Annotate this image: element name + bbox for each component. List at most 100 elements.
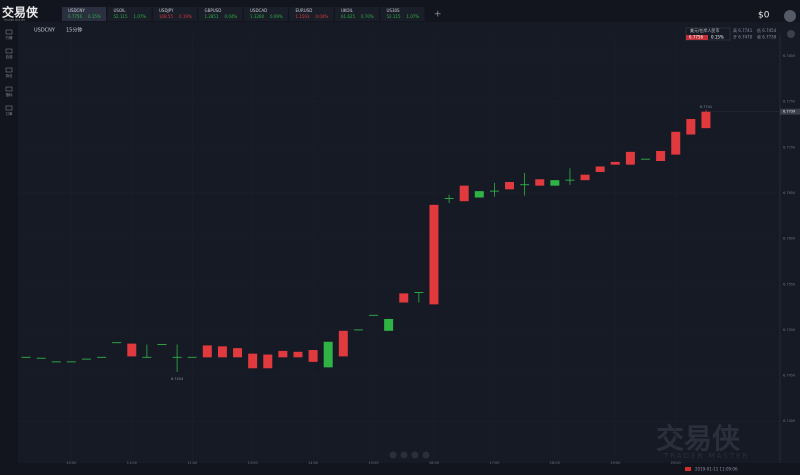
tab-change: 0.04% [316, 14, 329, 19]
x-tick-label: 19:00 [610, 461, 620, 465]
candle-body [308, 350, 318, 362]
sidebar-label[interactable]: 订单 [6, 111, 13, 116]
y-tick-label: 6.7750 [783, 100, 795, 104]
candle-body [293, 351, 303, 358]
high-label: 6.7741 [700, 105, 712, 109]
sidebar-icon[interactable] [5, 48, 13, 54]
quote-close: 收 6.7739 [757, 34, 777, 40]
y-tick-label: 6.7700 [783, 145, 795, 149]
candle-body [474, 191, 484, 198]
candle-body [278, 350, 288, 358]
sidebar-label[interactable]: 自选 [6, 54, 13, 59]
candle-body [686, 119, 696, 135]
sidebar-icon[interactable] [5, 86, 13, 92]
zoom-in[interactable] [400, 451, 408, 459]
tab-price: 6.7756 [68, 14, 82, 19]
balance[interactable]: $0 [758, 11, 770, 21]
tab-price: 52.115 [114, 14, 128, 19]
sidebar-icon[interactable] [5, 67, 13, 73]
y-tick-label: 6.7800 [783, 54, 795, 58]
candle-body [671, 131, 681, 155]
info-button[interactable] [787, 30, 795, 38]
watermark: 交易侠 [656, 422, 741, 455]
low-label: 6.7454 [171, 377, 184, 381]
tab-price: 61.625 [341, 14, 355, 19]
status-bar [0, 463, 800, 475]
tab[interactable] [289, 7, 334, 21]
candle-body [595, 166, 605, 172]
candle-body [656, 150, 666, 161]
y-tick-label: 6.7400 [783, 419, 795, 423]
tab[interactable] [335, 7, 379, 21]
x-tick-label: 14:00 [308, 461, 318, 465]
candle-body [535, 179, 545, 186]
y-tick-label: 6.7550 [783, 282, 795, 286]
y-tick-label: 6.7500 [783, 328, 795, 332]
scroll-right[interactable] [422, 451, 430, 459]
x-tick-label: 20:00 [671, 461, 681, 465]
candle-body [701, 111, 711, 129]
candle-body [217, 346, 227, 358]
tab[interactable] [62, 7, 106, 21]
watermark-sub: TRADER MASTER [663, 452, 749, 460]
sidebar-label[interactable]: 持仓 [6, 73, 13, 78]
tab-symbol: EURUSD [296, 8, 313, 13]
zoom-controls [389, 451, 430, 459]
candle-body [263, 354, 273, 369]
sidebar [0, 22, 18, 475]
candle-body [233, 348, 243, 358]
tab[interactable] [244, 7, 288, 21]
sidebar-label[interactable]: 指标 [6, 92, 13, 97]
tab-change: 0.15% [88, 14, 101, 19]
x-tick-label: 12:00 [187, 461, 197, 465]
scroll-left[interactable] [411, 451, 419, 459]
candle-body [580, 174, 590, 181]
sidebar-icon[interactable] [5, 105, 13, 111]
tab-change: 1.07% [407, 14, 420, 19]
status-time: 2019-01-11 11:09:06 [695, 467, 738, 472]
tab[interactable] [107, 7, 152, 21]
last-price-bg [780, 108, 800, 115]
tab[interactable] [380, 7, 425, 21]
tab-price: 52.115 [387, 14, 401, 19]
logo[interactable]: 交易侠 [2, 5, 39, 20]
x-tick-label: 10:00 [66, 461, 76, 465]
sidebar-icon[interactable] [5, 29, 13, 35]
tab-symbol: UKOIL [341, 8, 354, 13]
tab-price: 1.3260 [250, 14, 264, 19]
candle-body [429, 204, 439, 305]
tab[interactable] [153, 7, 197, 21]
quote-price-bg [686, 35, 708, 40]
add-tab[interactable]: + [434, 10, 442, 20]
candle-body [248, 353, 258, 369]
tab-change: 0.70% [361, 14, 374, 19]
x-tick-label: 11:00 [127, 461, 137, 465]
toolbar-symbol[interactable]: USDCNY [34, 28, 56, 34]
quote-low: 低 6.7454 [757, 27, 777, 33]
flag [685, 467, 691, 471]
tab-price: 1.2851 [205, 14, 219, 19]
x-tick-label: 16:00 [429, 461, 439, 465]
tab-symbol: USOIL [114, 8, 127, 13]
sidebar-label[interactable]: 行情 [6, 35, 13, 40]
candle-body [459, 185, 469, 202]
quote-high: 高 6.7741 [733, 27, 753, 33]
toolbar-interval[interactable]: 15分钟 [66, 27, 82, 34]
y-tick-label: 6.7650 [783, 191, 795, 195]
candle-body [505, 182, 515, 190]
candle-body [323, 341, 333, 368]
candle-body [202, 345, 212, 358]
tab-symbol: US30S [387, 8, 401, 13]
avatar[interactable] [784, 10, 796, 22]
tab-change: 0.09% [270, 14, 283, 19]
quote-open: 开 6.7470 [733, 35, 753, 40]
zoom-out[interactable] [389, 451, 397, 459]
candle-body [399, 293, 409, 303]
tab[interactable] [198, 7, 243, 21]
x-tick-label: 18:00 [550, 461, 560, 465]
candle-body [127, 343, 137, 357]
tab-change: 1.07% [134, 14, 147, 19]
logo-sub: TRADER MASTER [4, 18, 25, 22]
